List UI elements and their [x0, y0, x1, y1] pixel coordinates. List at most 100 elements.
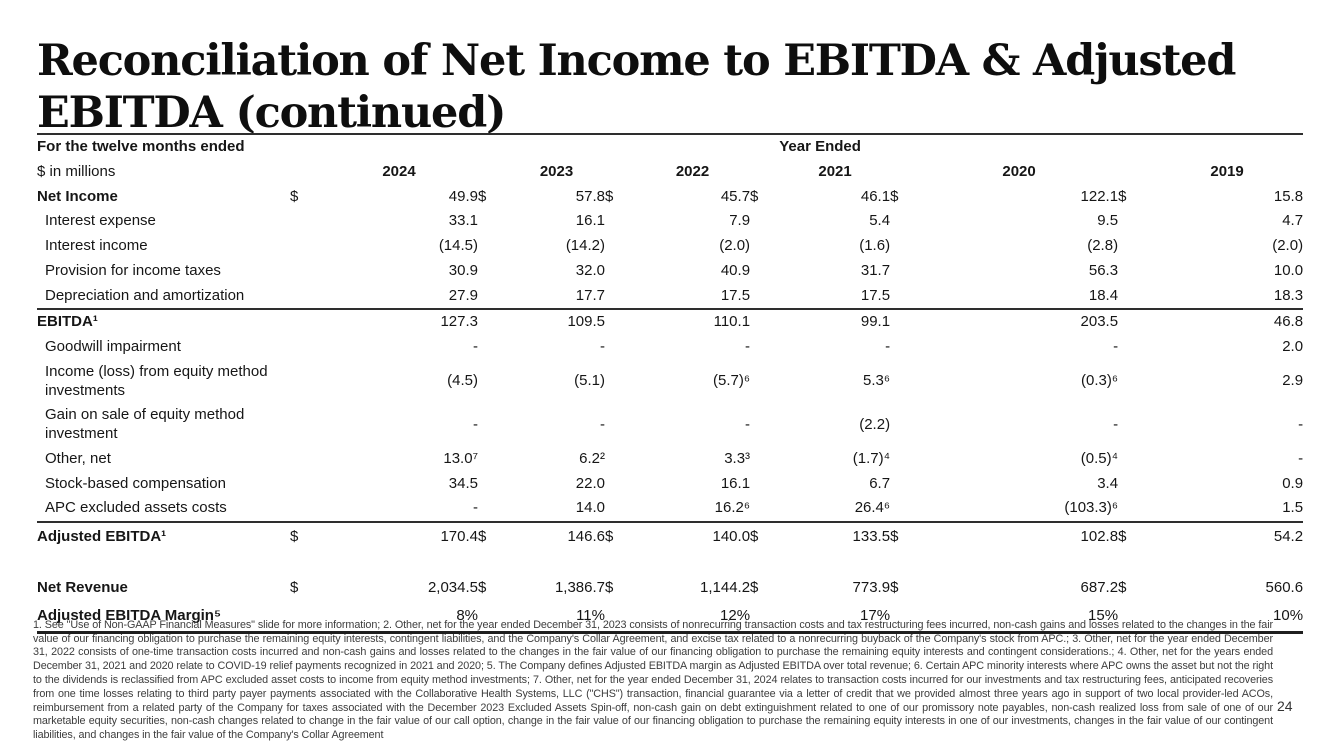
- value-cell: 27.9: [448, 286, 478, 304]
- value-cell: -: [600, 415, 605, 433]
- table-row: Depreciation and amortization 27.9 17.7 17.…: [37, 284, 1303, 310]
- row-label: Net Revenue: [37, 578, 128, 596]
- value-cell: 17.7: [575, 286, 605, 304]
- currency-cell: [605, 447, 635, 472]
- value-cell: 6.7: [869, 474, 891, 492]
- row-label: EBITDA¹: [37, 308, 290, 335]
- currency-cell: [1118, 284, 1151, 310]
- value-cell: (4.5): [447, 372, 478, 390]
- value-cell: 133.5: [780, 521, 891, 552]
- currency-cell: [1118, 496, 1151, 522]
- currency-cell: [478, 335, 508, 360]
- value-cell: (14.5): [438, 237, 478, 254]
- value-cell: 3.4: [1097, 474, 1119, 492]
- value-cell: 1,144.2: [700, 578, 751, 596]
- row-label: Net Income: [37, 187, 118, 205]
- currency-cell: $: [890, 187, 899, 205]
- currency-cell: [290, 259, 320, 284]
- value-cell: 170.4: [320, 521, 478, 552]
- row-label: Stock-based compensation: [45, 474, 226, 492]
- value-cell: (2.2): [859, 415, 891, 433]
- value-cell: 5.4: [869, 212, 891, 230]
- year-header-2024: 2024: [382, 162, 416, 180]
- header-dollar-spacer: [750, 160, 780, 185]
- row-label: Income (loss) from equity method investm…: [45, 362, 268, 399]
- currency-cell: $: [1118, 578, 1127, 596]
- currency-cell: [478, 403, 508, 447]
- currency-cell: [478, 360, 508, 404]
- currency-cell: [890, 259, 920, 284]
- currency-cell: [605, 259, 635, 284]
- value-cell: 12%: [720, 606, 751, 624]
- row-label: Interest income: [45, 237, 148, 254]
- value-cell: -: [885, 338, 891, 355]
- header-dollar-spacer: [605, 160, 635, 185]
- header-dollar-spacer: [290, 160, 320, 185]
- currency-cell: [478, 496, 508, 522]
- value-cell: 11%: [576, 606, 605, 624]
- currency-cell: [890, 496, 920, 522]
- footnotes-text: 1. See "Use of Non-GAAP Financial Measur…: [33, 618, 1273, 742]
- value-cell: 32.0: [575, 261, 605, 279]
- currency-cell: [890, 335, 920, 360]
- value-cell: 127.3: [320, 308, 478, 335]
- currency-cell: [1118, 447, 1151, 472]
- currency-cell: [1118, 360, 1151, 404]
- value-cell: 16.1: [720, 474, 751, 492]
- value-cell: 6.2²: [579, 449, 605, 467]
- value-cell: -: [745, 338, 751, 355]
- value-cell: (2.0): [1272, 237, 1304, 254]
- currency-cell: [478, 472, 508, 497]
- value-cell: (1.6): [859, 237, 891, 254]
- currency-cell: [290, 496, 320, 522]
- currency-cell: $: [290, 187, 299, 205]
- currency-cell: $: [478, 521, 508, 552]
- currency-cell: [290, 335, 320, 360]
- currency-cell: $: [890, 521, 921, 552]
- currency-cell: $: [605, 578, 614, 596]
- header-spacer: [890, 134, 1303, 160]
- units-label: $ in millions: [37, 162, 116, 180]
- currency-cell: [290, 403, 320, 447]
- header-row-period: For the twelve months ended Year Ended: [37, 134, 1303, 160]
- currency-cell: [605, 496, 635, 522]
- page-number: 24: [1277, 698, 1293, 714]
- value-cell: 46.1: [860, 187, 891, 205]
- table-row: EBITDA¹ 127.3 109.5 110.1 99.1 203.5 46.8: [37, 308, 1304, 335]
- value-cell: 146.6: [508, 521, 605, 552]
- value-cell: 1,386.7: [554, 578, 605, 596]
- currency-cell: [478, 209, 508, 234]
- table-row: Income (loss) from equity method investm…: [37, 360, 1303, 404]
- currency-cell: [290, 209, 320, 234]
- currency-cell: [605, 472, 635, 497]
- value-cell: 17%: [860, 606, 891, 624]
- table-body: Net Income $49.9 $57.8 $45.7 $46.1 $122.1 $15.…: [37, 185, 1304, 633]
- row-label: Adjusted EBITDA Margin⁵: [37, 606, 221, 624]
- currency-cell: [605, 360, 635, 404]
- value-cell: 16.2⁶: [714, 499, 751, 517]
- spacer-cell: [37, 552, 1303, 573]
- row-label: Interest expense: [45, 212, 156, 230]
- currency-cell: [290, 234, 320, 259]
- currency-cell: [750, 308, 781, 335]
- table-row: [37, 552, 1303, 573]
- year-header-2023: 2023: [539, 162, 574, 180]
- currency-cell: [1118, 308, 1152, 335]
- currency-cell: [750, 284, 780, 310]
- table-row: APC excluded assets costs - 14.0 16.2⁶ 26.4⁶…: [37, 496, 1303, 522]
- currency-cell: [478, 284, 508, 310]
- value-cell: (5.1): [574, 372, 605, 390]
- value-cell: 102.8: [920, 521, 1119, 552]
- year-header-2019: 2019: [1210, 162, 1244, 180]
- currency-cell: $: [890, 578, 899, 596]
- currency-cell: [750, 259, 780, 284]
- page-title-line-2: EBITDA (continued): [37, 87, 506, 138]
- value-cell: 687.2: [1080, 578, 1119, 596]
- value-cell: 7.9: [729, 212, 751, 230]
- value-cell: -: [600, 338, 605, 355]
- currency-cell: [1118, 403, 1151, 447]
- value-cell: 16.1: [575, 212, 605, 230]
- value-cell: 10.0: [1273, 261, 1304, 279]
- value-cell: -: [473, 338, 478, 355]
